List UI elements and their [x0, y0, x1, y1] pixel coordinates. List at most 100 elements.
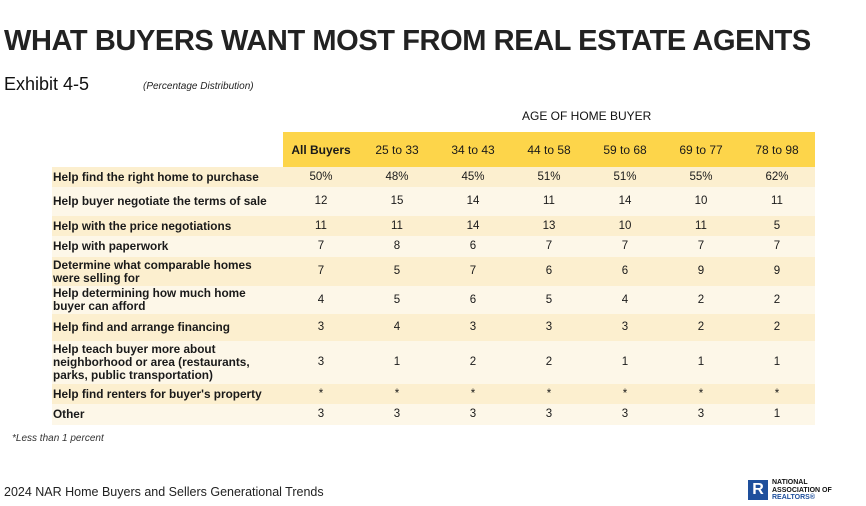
cell-value: 6	[511, 257, 587, 286]
cell-value: 51%	[511, 167, 587, 187]
row-label: Help find the right home to purchase	[52, 167, 283, 187]
cell-value: 2	[511, 341, 587, 384]
cell-value: 1	[739, 341, 815, 384]
cell-value: 3	[587, 314, 663, 341]
cell-value: 3	[283, 314, 359, 341]
cell-value: 4	[359, 314, 435, 341]
cell-value: 10	[663, 187, 739, 216]
row-label: Help teach buyer more about neighborhood…	[52, 341, 283, 384]
page-title: WHAT BUYERS WANT MOST FROM REAL ESTATE A…	[4, 25, 811, 57]
cell-value: 7	[283, 236, 359, 257]
column-header: 34 to 43	[435, 132, 511, 167]
row-label: Help find renters for buyer's property	[52, 384, 283, 404]
cell-value: 3	[511, 404, 587, 425]
column-header: 78 to 98	[739, 132, 815, 167]
table-row: Help find and arrange financing 3 4 3 3 3 2 2	[52, 314, 815, 341]
row-label: Help with paperwork	[52, 236, 283, 257]
subtitle: (Percentage Distribution)	[143, 81, 254, 92]
cell-value: 55%	[663, 167, 739, 187]
cell-value: 7	[435, 257, 511, 286]
cell-value: 2	[663, 314, 739, 341]
cell-value: *	[359, 384, 435, 404]
table-row: Help teach buyer more about neighborhood…	[52, 341, 815, 384]
cell-value: 51%	[587, 167, 663, 187]
cell-value: 4	[283, 286, 359, 314]
cell-value: 1	[587, 341, 663, 384]
cell-value: 3	[283, 341, 359, 384]
cell-value: 7	[283, 257, 359, 286]
logo-line3: REALTORS®	[772, 494, 816, 501]
cell-value: 11	[511, 187, 587, 216]
table-row: Other 3 3 3 3 3 3 1	[52, 404, 815, 425]
cell-value: 6	[435, 286, 511, 314]
cell-value: 14	[435, 187, 511, 216]
nar-logo: R NATIONAL ASSOCIATION OF REALTORS®	[748, 479, 832, 502]
cell-value: 2	[739, 314, 815, 341]
realtor-r-icon: R	[748, 480, 768, 501]
cell-value: *	[739, 384, 815, 404]
cell-value: 3	[359, 404, 435, 425]
data-table: All Buyers 25 to 33 34 to 43 44 to 58 59 to …	[52, 132, 815, 425]
header-row: All Buyers 25 to 33 34 to 43 44 to 58 59 to …	[52, 132, 815, 167]
cell-value: 8	[359, 236, 435, 257]
cell-value: 7	[511, 236, 587, 257]
cell-value: 14	[587, 187, 663, 216]
cell-value: 14	[435, 216, 511, 236]
table-row: Help find the right home to purchase 50% 4…	[52, 167, 815, 187]
row-label: Help determining how much home buyer can…	[52, 286, 283, 314]
cell-value: 3	[435, 404, 511, 425]
cell-value: 7	[663, 236, 739, 257]
cell-value: 13	[511, 216, 587, 236]
cell-value: 6	[435, 236, 511, 257]
cell-value: *	[435, 384, 511, 404]
row-label: Determine what comparable homes were sel…	[52, 257, 283, 286]
cell-value: 2	[739, 286, 815, 314]
column-header: 69 to 77	[663, 132, 739, 167]
cell-value: 2	[663, 286, 739, 314]
cell-value: 62%	[739, 167, 815, 187]
header-blank	[52, 132, 283, 167]
column-header: 59 to 68	[587, 132, 663, 167]
cell-value: 2	[435, 341, 511, 384]
table-row: Help find renters for buyer's property * *…	[52, 384, 815, 404]
cell-value: 45%	[435, 167, 511, 187]
row-label: Help buyer negotiate the terms of sale	[52, 187, 283, 216]
column-header: 25 to 33	[359, 132, 435, 167]
table-row: Help with paperwork 7 8 6 7 7 7 7	[52, 236, 815, 257]
cell-value: 3	[663, 404, 739, 425]
cell-value: 10	[587, 216, 663, 236]
table-row: Determine what comparable homes were sel…	[52, 257, 815, 286]
cell-value: 5	[511, 286, 587, 314]
table-row: Help with the price negotiations 11 11 14 13…	[52, 216, 815, 236]
cell-value: 15	[359, 187, 435, 216]
cell-value: 48%	[359, 167, 435, 187]
cell-value: 7	[739, 236, 815, 257]
cell-value: 11	[283, 216, 359, 236]
cell-value: 9	[663, 257, 739, 286]
cell-value: 50%	[283, 167, 359, 187]
row-label: Help with the price negotiations	[52, 216, 283, 236]
cell-value: *	[283, 384, 359, 404]
source-text: 2024 NAR Home Buyers and Sellers Generat…	[4, 485, 324, 499]
cell-value: 11	[663, 216, 739, 236]
cell-value: 1	[739, 404, 815, 425]
cell-value: 1	[359, 341, 435, 384]
cell-value: 5	[739, 216, 815, 236]
cell-value: *	[663, 384, 739, 404]
cell-value: 9	[739, 257, 815, 286]
logo-line1: NATIONAL	[772, 479, 808, 486]
cell-value: 3	[435, 314, 511, 341]
cell-value: 11	[739, 187, 815, 216]
cell-value: 3	[587, 404, 663, 425]
logo-text: NATIONAL ASSOCIATION OF REALTORS®	[772, 479, 832, 502]
cell-value: 3	[283, 404, 359, 425]
row-label: Help find and arrange financing	[52, 314, 283, 341]
cell-value: 1	[663, 341, 739, 384]
footnote: *Less than 1 percent	[12, 433, 104, 444]
row-label: Other	[52, 404, 283, 425]
cell-value: 5	[359, 257, 435, 286]
cell-value: 12	[283, 187, 359, 216]
cell-value: 3	[511, 314, 587, 341]
table-row: Help determining how much home buyer can…	[52, 286, 815, 314]
cell-value: *	[587, 384, 663, 404]
